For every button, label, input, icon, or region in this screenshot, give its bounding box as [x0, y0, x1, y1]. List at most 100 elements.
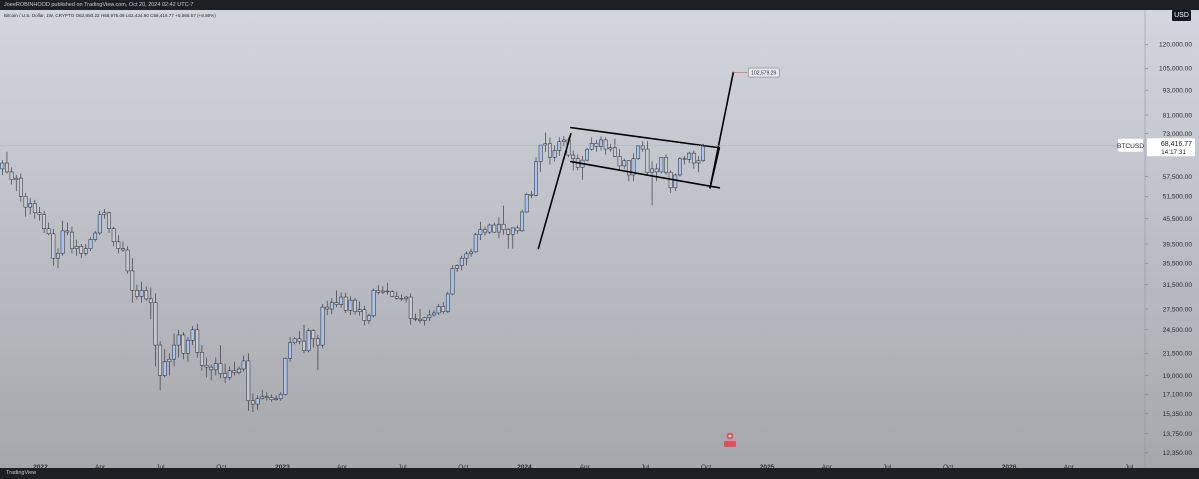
- candle-up: [357, 309, 362, 312]
- candle-down: [548, 143, 552, 158]
- candle-up: [167, 358, 172, 363]
- currency-badge[interactable]: USD: [1172, 10, 1191, 21]
- candle-down: [251, 400, 255, 405]
- time-axis[interactable]: 2022 Apr Jul Oct 2023 Apr Jul Oct 2024 Apr Jul Oct 2…: [33, 464, 1134, 471]
- candle-down: [376, 290, 381, 293]
- candle-up: [213, 363, 218, 371]
- candle-up: [543, 143, 548, 146]
- time-tick-label: Apr: [337, 464, 348, 468]
- candle-up: [687, 152, 692, 160]
- candle-up: [436, 306, 441, 314]
- price-tick-label: 39,500.00: [1163, 241, 1193, 248]
- candle-down: [654, 168, 659, 173]
- candle-up: [636, 145, 641, 159]
- candle-down: [343, 296, 348, 311]
- candle-down: [334, 302, 339, 305]
- price-tick-label: 45,500.00: [1163, 216, 1193, 223]
- candle-down: [209, 366, 214, 371]
- candle-up: [288, 342, 292, 359]
- candle-up: [520, 211, 525, 232]
- candle-up: [473, 234, 478, 253]
- candle-down: [640, 145, 645, 150]
- candle-down: [441, 306, 446, 312]
- candle-up: [14, 177, 19, 180]
- candle-up: [659, 157, 664, 173]
- btc-weekly-chart[interactable]: Bitcoin / U.S. Dollar, 1W, CRYPTO O62,85…: [0, 10, 1199, 471]
- candle-up: [673, 174, 678, 189]
- candle-down: [5, 162, 9, 173]
- candle-down: [9, 171, 14, 180]
- candle-up: [432, 312, 436, 316]
- event-flag-icon: [724, 441, 736, 447]
- candle-up: [677, 158, 682, 176]
- candle-up: [320, 306, 325, 346]
- candle-down: [37, 212, 42, 215]
- time-tick-label: 2025: [760, 464, 775, 468]
- candle-up: [459, 257, 464, 266]
- candle-up: [367, 315, 371, 321]
- candle-down: [645, 148, 650, 173]
- candle-up: [83, 248, 88, 254]
- time-tick-label: Oct: [216, 464, 226, 468]
- candle-down: [181, 334, 186, 354]
- time-tick-label: Jul: [1125, 464, 1134, 468]
- candle-up: [631, 158, 636, 176]
- price-tick-label: 81,000.00: [1163, 112, 1193, 119]
- candle-down: [153, 302, 158, 346]
- time-tick-label: Apr: [580, 464, 591, 468]
- events-marker[interactable]: [724, 432, 736, 447]
- candle-up: [237, 368, 241, 373]
- candle-up: [102, 212, 107, 215]
- chart-area[interactable]: Bitcoin / U.S. Dollar, 1W, CRYPTO O62,85…: [0, 10, 1199, 471]
- candle-up: [496, 223, 501, 233]
- candle-up: [561, 139, 566, 142]
- candle-up: [380, 290, 385, 293]
- price-tick-label: 57,500.00: [1163, 174, 1193, 181]
- time-tick-label: Jul: [398, 464, 407, 468]
- target-label: 102,579.29: [751, 71, 776, 77]
- candle-down: [130, 270, 135, 291]
- candle-down: [195, 329, 200, 353]
- candle-down: [664, 157, 668, 173]
- candle-up: [589, 143, 594, 150]
- candle-up: [585, 149, 590, 161]
- time-tick-label: Apr: [95, 464, 106, 468]
- publish-line: JoeeROBINHOOD published on TradingView.c…: [4, 2, 194, 8]
- flag-upper-line: [570, 126, 721, 149]
- candle-down: [46, 228, 51, 235]
- candle-down: [264, 396, 269, 398]
- price-axis[interactable]: 120,000.00 105,000.00 93,000.00 81,000.00 73…: [1145, 42, 1192, 457]
- price-tick-label: 27,500.00: [1163, 306, 1193, 313]
- bull-flag-drawing[interactable]: 102,579.29: [537, 67, 780, 250]
- candle-down: [492, 224, 497, 233]
- candle-up: [93, 232, 98, 240]
- candle-up: [445, 293, 450, 312]
- symbol-label-box: [1118, 138, 1143, 152]
- publish-header: JoeeROBINHOOD published on TradingView.c…: [0, 0, 1199, 10]
- candle-up: [510, 227, 515, 235]
- price-tick-label: 19,000.00: [1163, 373, 1193, 380]
- candle-up: [329, 302, 334, 310]
- candle-down: [32, 203, 37, 214]
- time-tick-label: Jul: [156, 464, 165, 468]
- candle-down: [107, 212, 111, 229]
- time-tick-label: 2022: [33, 464, 48, 468]
- ohlc-line: Bitcoin / U.S. Dollar, 1W, CRYPTO O62,85…: [4, 13, 216, 18]
- candle-down: [413, 318, 418, 320]
- target-projection-line: [709, 71, 735, 189]
- price-tick-label: 17,100.00: [1163, 392, 1193, 399]
- candle-down: [394, 296, 399, 299]
- candle-up: [422, 317, 427, 321]
- price-tick-label: 13,750.00: [1163, 431, 1193, 438]
- time-tick-label: Oct: [943, 464, 953, 468]
- candle-up: [241, 360, 246, 370]
- candle-down: [418, 318, 422, 321]
- candle-down: [121, 248, 125, 251]
- candle-down: [385, 290, 390, 293]
- event-dot-inner: [728, 434, 732, 438]
- price-tick-label: 15,350.00: [1163, 411, 1193, 418]
- chart-background: [0, 10, 1199, 468]
- candle-up: [348, 299, 353, 311]
- candle-down: [315, 338, 320, 346]
